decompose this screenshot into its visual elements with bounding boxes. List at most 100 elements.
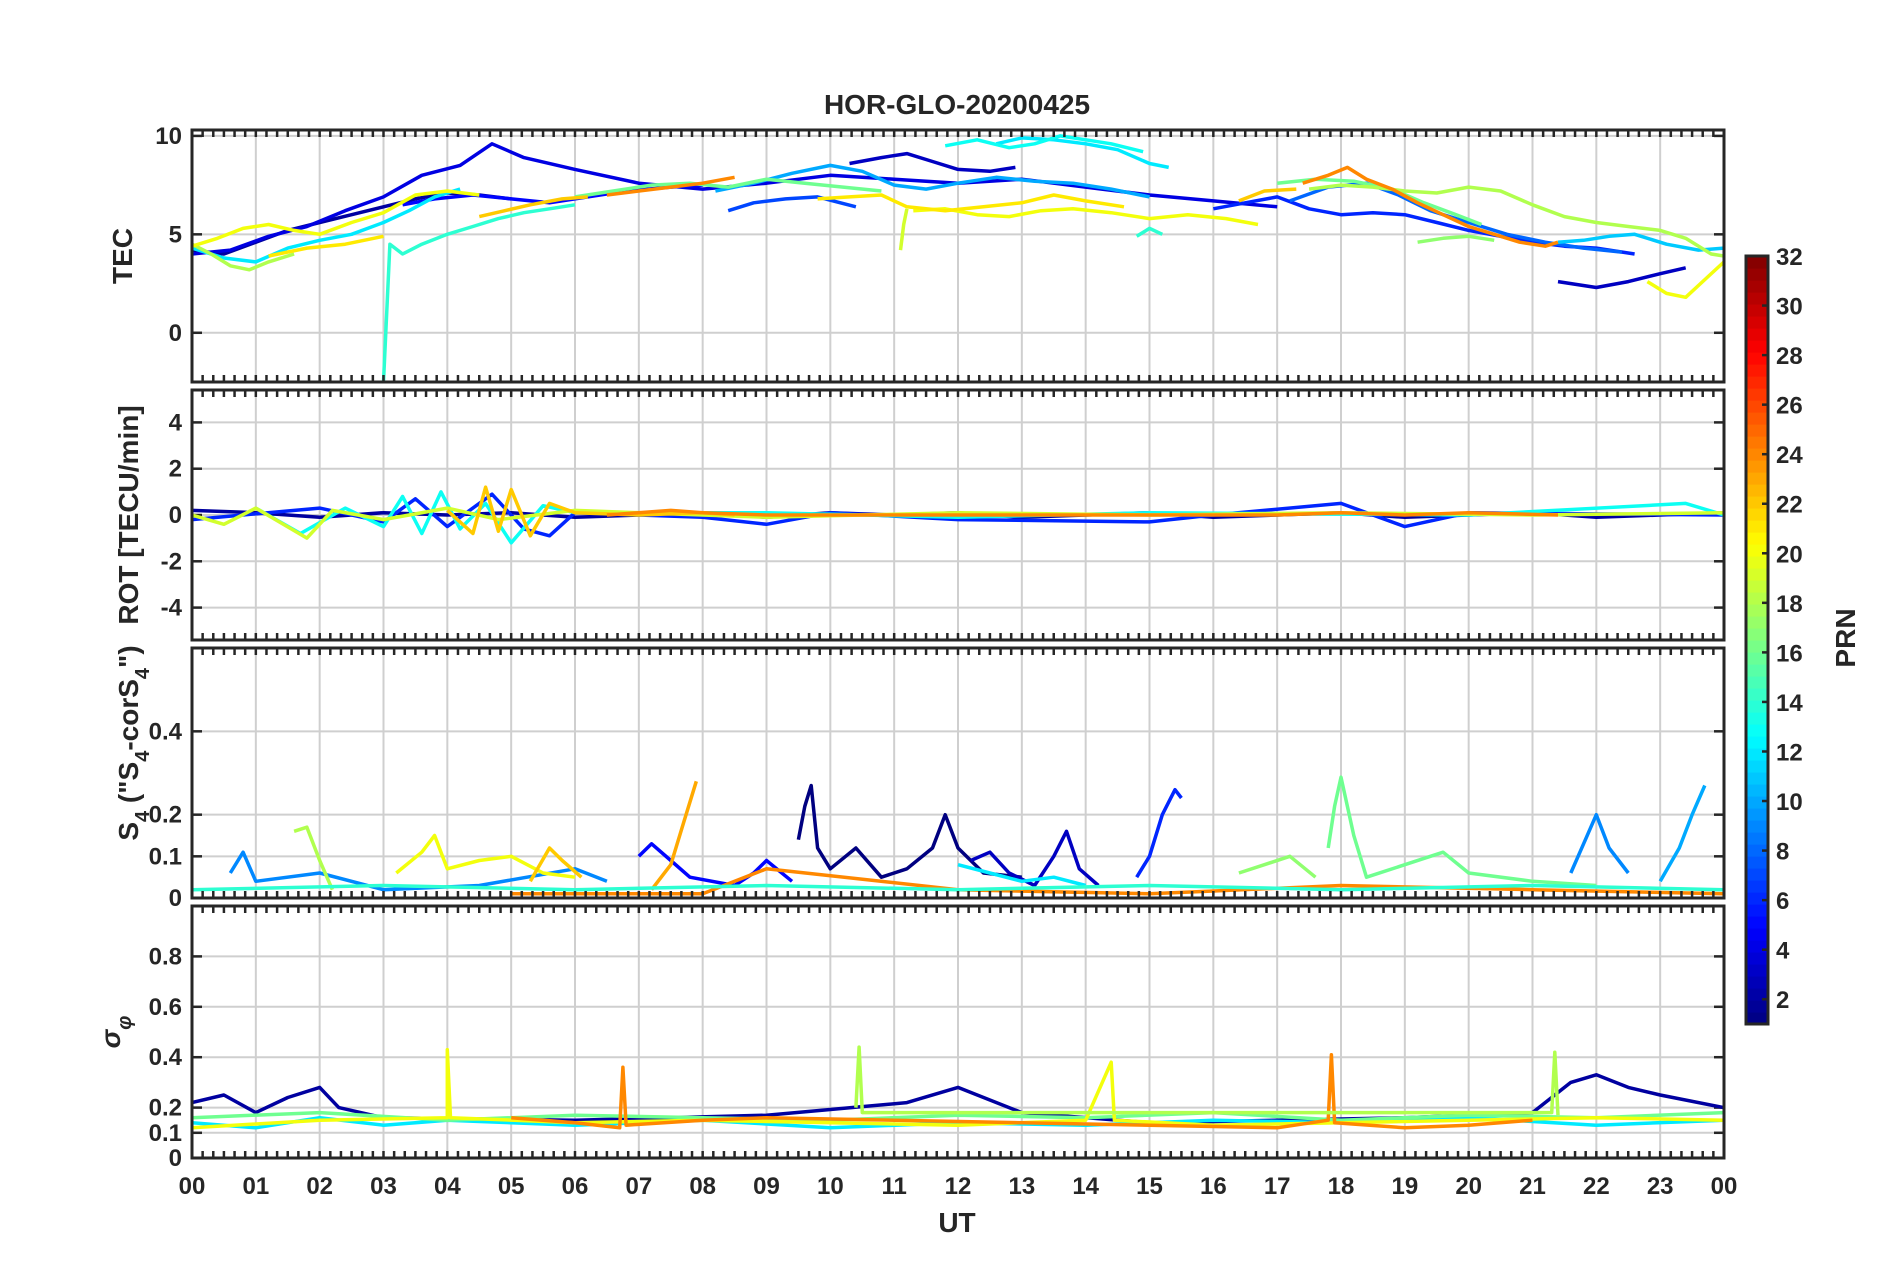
series-prn-20 xyxy=(192,189,480,248)
y-tick-label: 0.1 xyxy=(149,843,182,870)
colorbar-segment xyxy=(1746,532,1768,545)
colorbar-segment xyxy=(1746,736,1768,749)
x-tick-label: 11 xyxy=(881,1173,906,1200)
x-tick-label: 23 xyxy=(1647,1173,1674,1200)
colorbar-tick-label: 22 xyxy=(1776,492,1803,519)
x-tick-label: 15 xyxy=(1136,1173,1163,1200)
colorbar-tick-label: 14 xyxy=(1776,690,1803,717)
series-prn-2 xyxy=(192,1073,1724,1125)
colorbar-segment xyxy=(1746,772,1768,785)
x-tick-label: 16 xyxy=(1200,1173,1227,1200)
colorbar-tick-label: 20 xyxy=(1776,541,1803,568)
colorbar-segment xyxy=(1746,568,1768,581)
colorbar-segment xyxy=(1746,796,1768,809)
colorbar-segment xyxy=(1746,256,1768,269)
x-tick-label: 20 xyxy=(1455,1173,1482,1200)
series-prn-14 xyxy=(1135,226,1164,238)
panel-s4: 00.10.20.4S4 ("S4-corS4") xyxy=(113,645,1726,912)
y-tick-label: -4 xyxy=(161,595,183,622)
x-tick-label: 02 xyxy=(306,1173,333,1200)
colorbar-segment xyxy=(1746,580,1768,593)
series-prn-20 xyxy=(192,1047,1724,1130)
colorbar-segment xyxy=(1746,436,1768,449)
colorbar-segment xyxy=(1746,688,1768,701)
panel-tec: 0 5 10 TEC xyxy=(107,123,1726,384)
colorbar-segment xyxy=(1746,856,1768,869)
series-prn-16 xyxy=(1326,775,1597,888)
x-tick-label: 04 xyxy=(434,1173,461,1200)
x-axis-ticks: 00 01 02 03 04 05 06 07 08 09 10 11 12 13 14 15 16 17 18 19… xyxy=(179,1173,1738,1200)
colorbar-segment xyxy=(1746,820,1768,833)
series-prn-3 xyxy=(1557,266,1687,290)
colorbar-segment xyxy=(1746,280,1768,293)
series-prn-12 xyxy=(957,863,1087,888)
series-prn-21 xyxy=(817,193,1125,213)
colorbar-segment xyxy=(1746,412,1768,425)
colorbar-segment xyxy=(1746,964,1768,977)
panel-frame xyxy=(190,388,1726,642)
series-prn-11 xyxy=(1557,232,1724,252)
colorbar-segment xyxy=(1746,292,1768,305)
series-prn-10 xyxy=(1658,784,1707,883)
x-tick-label: 19 xyxy=(1391,1173,1418,1200)
colorbar-segment xyxy=(1746,268,1768,281)
y-tick-label: 0.4 xyxy=(149,718,183,745)
colorbar-segment xyxy=(1746,628,1768,641)
colorbar-tick-label: 16 xyxy=(1776,640,1803,667)
colorbar-segment xyxy=(1746,424,1768,437)
series-prn-6 xyxy=(1135,787,1183,879)
y-tick-label: 4 xyxy=(169,409,183,436)
x-tick-label: 09 xyxy=(753,1173,780,1200)
colorbar-segment xyxy=(1746,448,1768,461)
y-tick-label: 0.1 xyxy=(149,1120,182,1147)
series-prn-7 xyxy=(727,195,857,213)
colorbar-tick-label: 6 xyxy=(1776,888,1789,915)
colorbar-segment xyxy=(1746,340,1768,353)
colorbar-tick-label: 30 xyxy=(1776,294,1803,321)
series-prn-17 xyxy=(1417,234,1495,244)
series-group xyxy=(192,1045,1724,1130)
series-prn-13 xyxy=(944,134,1144,154)
colorbar-tick-label: 24 xyxy=(1776,442,1803,469)
series-prn-18 xyxy=(854,1045,1560,1116)
chart-title: HOR-GLO-20200425 xyxy=(824,89,1090,120)
y-tick-label: 0.2 xyxy=(149,802,182,829)
colorbar-segment xyxy=(1746,664,1768,677)
colorbar-segment xyxy=(1746,892,1768,905)
colorbar-tick-label: 32 xyxy=(1776,244,1803,271)
colorbar-tick-label: 18 xyxy=(1776,591,1803,618)
colorbar-segment xyxy=(1746,604,1768,617)
colorbar-segment xyxy=(1746,484,1768,497)
y-tick-label: 0.6 xyxy=(149,994,182,1021)
y-tick-label: 0.2 xyxy=(149,1095,182,1122)
x-tick-label: 00 xyxy=(1711,1173,1738,1200)
colorbar-tick-label: 4 xyxy=(1776,938,1790,965)
colorbar-segment xyxy=(1746,640,1768,653)
x-tick-label: 21 xyxy=(1519,1173,1546,1200)
colorbar-segment xyxy=(1746,844,1768,857)
colorbar-tick-label: 12 xyxy=(1776,739,1803,766)
colorbar-segment xyxy=(1746,1000,1768,1013)
series-group xyxy=(192,775,1724,896)
colorbar-segment xyxy=(1746,880,1768,893)
series-prn-14 xyxy=(192,883,1724,892)
colorbar-segment xyxy=(1746,364,1768,377)
colorbar-segment xyxy=(1746,508,1768,521)
series-prn-17 xyxy=(1238,854,1317,879)
colorbar-tick-label: 10 xyxy=(1776,789,1803,816)
y-axis-label: TEC xyxy=(107,228,138,284)
y-tick-label: 0 xyxy=(169,502,182,529)
series-prn-10 xyxy=(715,163,1150,199)
colorbar-segment xyxy=(1746,784,1768,797)
colorbar-segment xyxy=(1746,472,1768,485)
series-prn-22 xyxy=(1238,187,1297,203)
x-tick-label: 06 xyxy=(562,1173,589,1200)
colorbar-tick-label: 2 xyxy=(1776,987,1789,1014)
series-prn-18 xyxy=(293,825,335,891)
series-prn-23 xyxy=(650,780,698,891)
series-group xyxy=(192,485,1724,545)
panel-sigma: 00.10.20.40.60.8σφ xyxy=(95,904,1726,1172)
colorbar-segment xyxy=(1746,388,1768,401)
series-prn-24 xyxy=(1302,165,1559,248)
x-tick-label: 18 xyxy=(1328,1173,1355,1200)
